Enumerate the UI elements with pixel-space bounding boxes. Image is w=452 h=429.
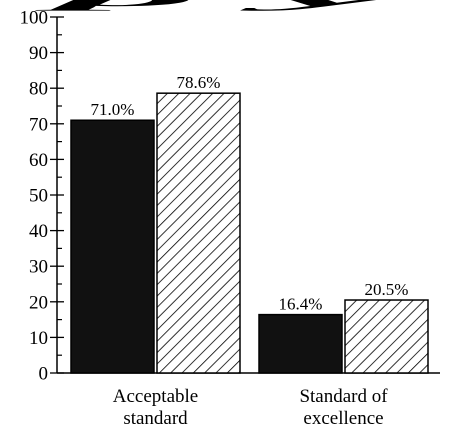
data-label: 20.5% (365, 280, 409, 299)
data-label: 78.6% (177, 73, 221, 92)
y-tick-label: 30 (29, 257, 48, 278)
y-tick-label: 50 (29, 186, 48, 207)
cropped-title-fragment: p y (29, 0, 398, 11)
category-label: Acceptable (113, 386, 198, 407)
y-tick-label: 100 (20, 8, 49, 29)
bars-group (70, 92, 429, 374)
y-tick-label: 10 (29, 328, 48, 349)
category-label: Standard of (299, 386, 388, 407)
y-tick-label: 80 (29, 79, 48, 100)
y-tick-label: 20 (29, 292, 48, 313)
category-label: standard (123, 408, 188, 429)
y-tick-label: 40 (29, 221, 48, 242)
y-tick-label: 60 (29, 150, 48, 171)
y-tick-label: 70 (29, 114, 48, 135)
data-label: 71.0% (91, 100, 135, 119)
data-label: 16.4% (279, 295, 323, 314)
category-label: excellence (303, 408, 383, 429)
bar-solid-1 (258, 313, 343, 374)
bar-solid-0 (70, 119, 155, 374)
bar-hatched-1 (344, 299, 429, 374)
y-tick-label: 90 (29, 43, 48, 64)
data-labels-group: 71.0% 78.6% 16.4% 20.5% (91, 73, 409, 313)
bar-hatched-0 (156, 92, 241, 374)
y-tick-label: 0 (39, 364, 49, 385)
y-axis: 0 10 20 30 40 50 60 70 80 90 100 (20, 8, 440, 385)
